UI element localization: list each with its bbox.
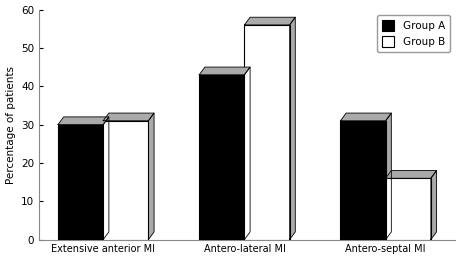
Bar <box>341 121 386 239</box>
Bar <box>386 178 431 239</box>
Legend: Group A, Group B: Group A, Group B <box>377 15 450 52</box>
Polygon shape <box>244 17 296 25</box>
Polygon shape <box>103 117 109 239</box>
Polygon shape <box>386 171 437 178</box>
Bar <box>199 75 244 239</box>
Bar <box>58 125 103 239</box>
Polygon shape <box>148 113 154 239</box>
Y-axis label: Percentage of patients: Percentage of patients <box>6 66 16 184</box>
Polygon shape <box>431 171 437 239</box>
Polygon shape <box>103 113 154 121</box>
Polygon shape <box>386 113 391 239</box>
Polygon shape <box>290 17 296 239</box>
Polygon shape <box>199 67 250 75</box>
Polygon shape <box>341 113 391 121</box>
Bar <box>103 121 148 239</box>
Polygon shape <box>244 67 250 239</box>
Bar <box>244 25 290 239</box>
Polygon shape <box>58 117 109 125</box>
